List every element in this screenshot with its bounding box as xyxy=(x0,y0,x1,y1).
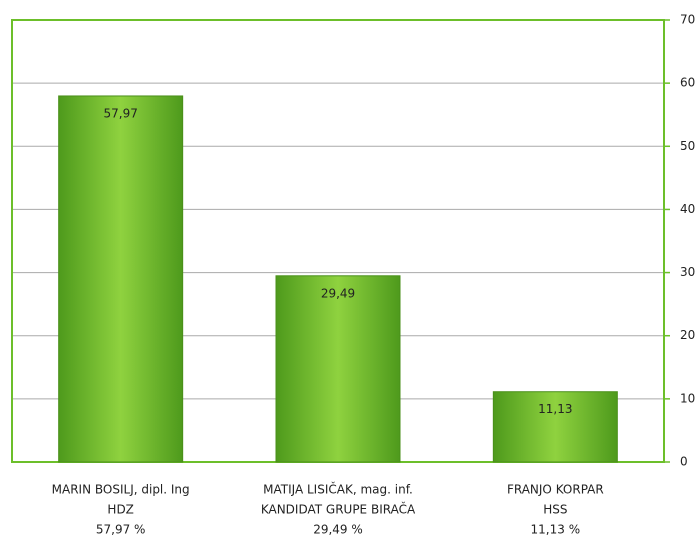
party-label: HDZ xyxy=(107,503,133,517)
y-tick-label: 20 xyxy=(680,328,695,342)
x-tick-label: MATIJA LISIČAK, mag. inf. xyxy=(263,482,413,497)
value-label: 57,97 xyxy=(103,106,137,120)
value-label: 29,49 xyxy=(321,286,355,300)
y-tick-label: 40 xyxy=(680,202,695,216)
percent-label: 11,13 % xyxy=(531,523,581,537)
value-label: 11,13 xyxy=(538,402,572,416)
y-tick-label: 70 xyxy=(680,13,695,27)
bar xyxy=(58,95,184,463)
bar xyxy=(492,391,618,463)
x-tick-label: FRANJO KORPAR xyxy=(507,483,604,497)
y-tick-label: 30 xyxy=(680,265,695,279)
y-tick-label: 10 xyxy=(680,391,695,405)
y-tick-label: 0 xyxy=(680,455,688,469)
y-tick-label: 60 xyxy=(680,76,695,90)
party-label: HSS xyxy=(543,503,567,517)
percent-label: 29,49 % xyxy=(313,523,363,537)
x-tick-label: MARIN BOSILJ, dipl. Ing xyxy=(52,483,190,497)
y-tick-label: 50 xyxy=(680,139,695,153)
bar xyxy=(275,275,401,463)
percent-label: 57,97 % xyxy=(96,523,146,537)
party-label: KANDIDAT GRUPE BIRAČA xyxy=(261,502,416,517)
